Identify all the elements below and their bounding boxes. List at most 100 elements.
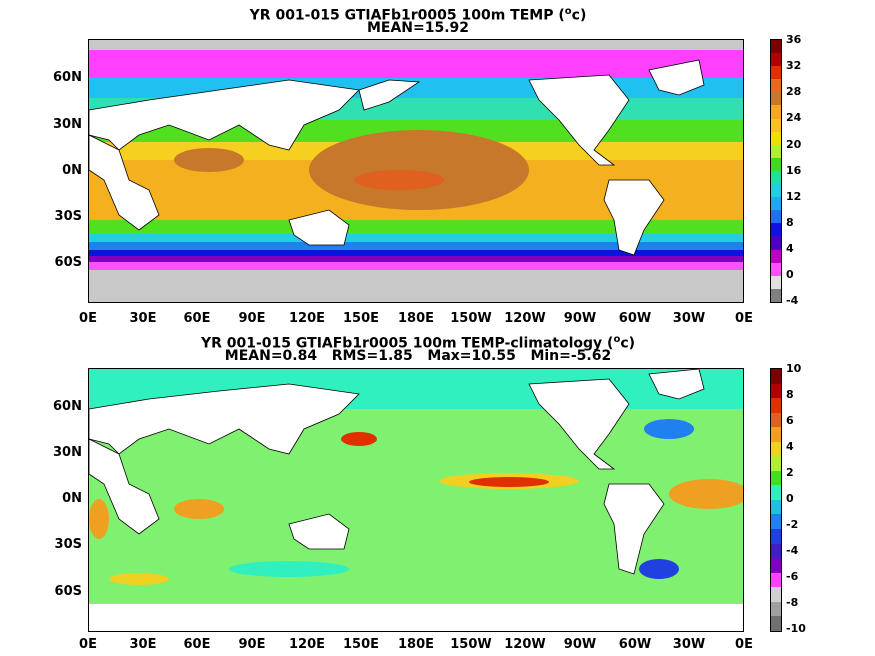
cbar2-segment [771, 529, 781, 544]
panel1-title-unit: c) [571, 7, 587, 24]
panel2-ytick-30n: 30N [53, 445, 82, 460]
panel1-cb-label-28: 28 [786, 85, 802, 98]
cbar1-segment [771, 79, 781, 93]
panel1-xtick-0e-end: 0E [735, 311, 753, 326]
cbar2-segment [771, 558, 781, 573]
panel2-ytick-30s: 30S [54, 537, 82, 552]
cbar1-segment [771, 288, 781, 302]
panel2-xtick-0e: 0E [79, 637, 97, 652]
panel1-ytick-60s: 60S [54, 255, 82, 270]
panel1-ytick-0n: 0N [62, 163, 82, 178]
panel1-xtick-60w: 60W [618, 311, 652, 326]
panel1-title-text: YR 001-015 GTIAFb1r0005 100m TEMP ( [249, 7, 565, 24]
panel1-cb-label-16: 16 [786, 164, 802, 177]
panel1-cb-label-neg4: -4 [786, 294, 799, 307]
panel2-cb-label-neg4: -4 [786, 544, 799, 557]
panel2-xtick-30w: 30W [672, 637, 706, 652]
panel1-ytick-30n: 30N [53, 117, 82, 132]
cbar2-segment [771, 572, 781, 588]
panel1-degree-sup: o [564, 6, 572, 17]
cbar2-segment [771, 470, 781, 486]
panel1-xtick-30w: 30W [672, 311, 706, 326]
cbar1-segment [771, 131, 781, 145]
cbar2-segment [771, 398, 781, 413]
cbar1-segment [771, 236, 781, 250]
panel1-xtick-150e: 150E [342, 311, 380, 326]
panel1-cb-label-36: 36 [786, 33, 802, 46]
panel2-xtick-180e: 180E [397, 637, 435, 652]
cbar1-segment [771, 53, 781, 67]
panel2-xtick-120w: 120W [504, 637, 546, 652]
panel2-map-svg [89, 369, 743, 631]
cbar1-segment [771, 249, 781, 263]
panel2-xtick-60w: 60W [618, 637, 652, 652]
panel2-cb-label-neg2: -2 [786, 518, 799, 531]
panel2-xtick-90e: 90E [238, 637, 266, 652]
panel2-cb-label-neg6: -6 [786, 570, 799, 583]
panel2-xtick-30e: 30E [129, 637, 157, 652]
panel1-xtick-30e: 30E [129, 311, 157, 326]
panel2-ytick-0n: 0N [62, 491, 82, 506]
cbar2-segment [771, 456, 781, 471]
panel2-title-text: YR 001-015 GTIAFb1r0005 100m TEMP-climat… [200, 335, 614, 352]
panel1-xtick-90e: 90E [238, 311, 266, 326]
cbar1-segment [771, 118, 781, 132]
panel1-xtick-180e: 180E [397, 311, 435, 326]
panel1-mean: MEAN=15.92 [366, 20, 470, 36]
panel1-xtick-60e: 60E [183, 311, 211, 326]
panel1-xtick-150w: 150W [450, 311, 492, 326]
panel2-cb-label-4: 4 [786, 440, 794, 453]
panel1-cb-label-8: 8 [786, 216, 794, 229]
cbar2-segment [771, 383, 781, 399]
panel2-cb-label-8: 8 [786, 388, 794, 401]
panel2-map [88, 368, 744, 632]
panel2-colorbar [770, 368, 782, 632]
cbar1-segment [771, 184, 781, 198]
cbar2-segment [771, 369, 781, 384]
panel2-title: YR 001-015 GTIAFb1r0005 100m TEMP-climat… [90, 331, 746, 353]
cbar1-segment [771, 275, 781, 289]
panel2-degree-sup: o [613, 334, 621, 345]
cbar1-segment [771, 92, 781, 106]
panel2-cb-label-10: 10 [786, 362, 802, 375]
panel1-colorbar [770, 39, 782, 303]
cbar2-segment [771, 514, 781, 530]
panel1-ytick-60n: 60N [53, 70, 82, 85]
cbar1-segment [771, 223, 781, 237]
cbar2-segment [771, 427, 781, 442]
panel2-stats: MEAN=0.84 RMS=1.85 Max=10.55 Min=-5.62 [224, 348, 612, 364]
panel1-xtick-120w: 120W [504, 311, 546, 326]
panel1-cb-label-20: 20 [786, 138, 802, 151]
cbar1-segment [771, 105, 781, 119]
panel1-xtick-120e: 120E [288, 311, 326, 326]
panel2-ytick-60s: 60S [54, 584, 82, 599]
panel2-title-unit: c) [620, 335, 636, 352]
panel1-xtick-90w: 90W [563, 311, 597, 326]
cbar1-segment [771, 170, 781, 185]
panel1-ytick-30s: 30S [54, 209, 82, 224]
cbar1-segment [771, 144, 781, 158]
panel2-cb-label-neg10: -10 [786, 622, 806, 635]
cbar2-segment [771, 485, 781, 500]
panel1-cb-label-12: 12 [786, 190, 802, 203]
cbar2-segment [771, 499, 781, 515]
panel2-cb-label-neg8: -8 [786, 596, 799, 609]
cbar2-segment [771, 543, 781, 559]
panel2-ytick-60n: 60N [53, 399, 82, 414]
cbar1-segment [771, 40, 781, 54]
panel1-cb-label-32: 32 [786, 59, 802, 72]
panel1-map [88, 39, 744, 303]
cbar2-segment [771, 587, 781, 602]
panel1-xtick-0e: 0E [79, 311, 97, 326]
cbar2-segment [771, 601, 781, 617]
panel2-xtick-60e: 60E [183, 637, 211, 652]
panel2-cb-label-0: 0 [786, 492, 794, 505]
panel1-cb-label-24: 24 [786, 111, 802, 124]
panel2-xtick-120e: 120E [288, 637, 326, 652]
cbar1-segment [771, 197, 781, 211]
panel1-cb-label-0: 0 [786, 268, 794, 281]
cbar2-segment [771, 616, 781, 631]
panel2-cb-label-6: 6 [786, 414, 794, 427]
panel2-cb-label-2: 2 [786, 466, 794, 479]
cbar2-segment [771, 441, 781, 457]
